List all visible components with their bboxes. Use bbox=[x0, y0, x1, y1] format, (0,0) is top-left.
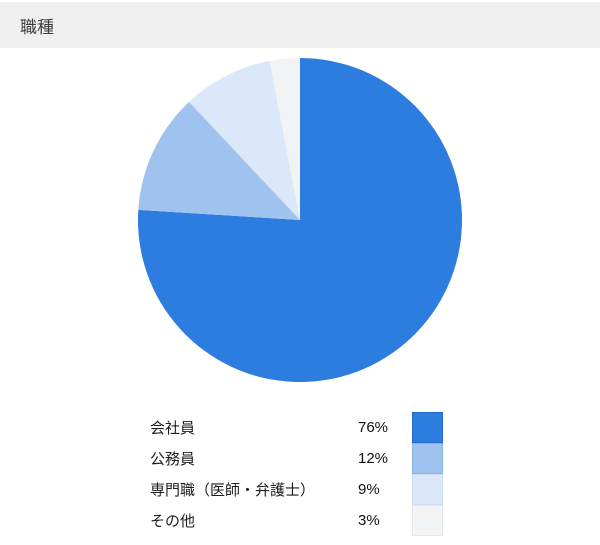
pie-chart-area bbox=[135, 55, 465, 385]
section-header: 職種 bbox=[0, 2, 600, 48]
legend-value: 3% bbox=[358, 512, 380, 529]
legend-item: 専門職（医師・弁護士） 9% bbox=[150, 474, 443, 505]
pie-slice-1[interactable] bbox=[138, 58, 463, 382]
legend-label: 公務員 bbox=[150, 451, 196, 468]
legend-item: 会社員 76% bbox=[150, 412, 443, 443]
legend-label: その他 bbox=[150, 513, 196, 530]
pie-slice-4[interactable] bbox=[269, 58, 300, 220]
legend-item: 公務員 12% bbox=[150, 443, 443, 474]
chart-legend: 会社員 76% 公務員 12% 専門職（医師・弁護士） 9% その他 3% bbox=[150, 412, 443, 536]
legend-label: 専門職（医師・弁護士） bbox=[150, 482, 316, 499]
pie-chart bbox=[138, 58, 463, 382]
page-title: 職種 bbox=[20, 17, 54, 37]
legend-swatch bbox=[412, 412, 443, 443]
legend-swatch bbox=[412, 443, 443, 474]
legend-item: その他 3% bbox=[150, 505, 443, 536]
legend-label: 会社員 bbox=[150, 420, 196, 437]
legend-value: 76% bbox=[358, 419, 389, 436]
legend-swatch bbox=[412, 474, 443, 505]
pie-slice-3[interactable] bbox=[189, 60, 300, 221]
legend-value: 12% bbox=[358, 450, 389, 467]
legend-value: 9% bbox=[358, 481, 380, 498]
legend-swatch bbox=[412, 505, 443, 536]
pie-slice-2[interactable] bbox=[138, 101, 300, 220]
